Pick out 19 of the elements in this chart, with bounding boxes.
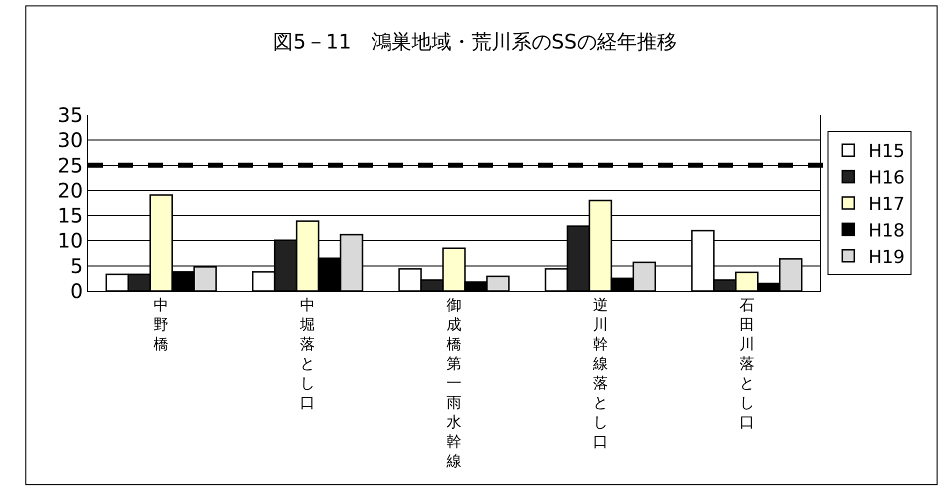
y-tick-label: 15: [58, 204, 83, 228]
legend-label: H16: [868, 168, 905, 189]
legend-label: H18: [868, 220, 905, 242]
category-label: 御成橋第一雨水幹線: [446, 296, 462, 470]
y-tick-label: 10: [58, 228, 83, 253]
y-tick-label: 20: [58, 178, 83, 202]
y-tick-label: 25: [58, 153, 83, 178]
legend-label: H15: [868, 141, 905, 162]
legend-label: H17: [868, 194, 905, 216]
y-tick-label: 0: [70, 279, 83, 303]
x-tick-label: 中野橋: [154, 296, 169, 353]
y-tick-label: 30: [58, 128, 83, 152]
x-tick-label: 石田川落とし口: [739, 296, 754, 431]
x-tick-label: 中堀落とし口: [299, 296, 316, 412]
x-tick-label: 逆川幹線落とし口: [592, 296, 608, 450]
y-tick-label: 5: [70, 254, 83, 278]
legend-label: H19: [868, 246, 905, 268]
chart-title: 図5－11 鴻巣地域・荒川系のSSの経年推移: [273, 30, 677, 54]
y-tick-label: 35: [58, 103, 83, 127]
